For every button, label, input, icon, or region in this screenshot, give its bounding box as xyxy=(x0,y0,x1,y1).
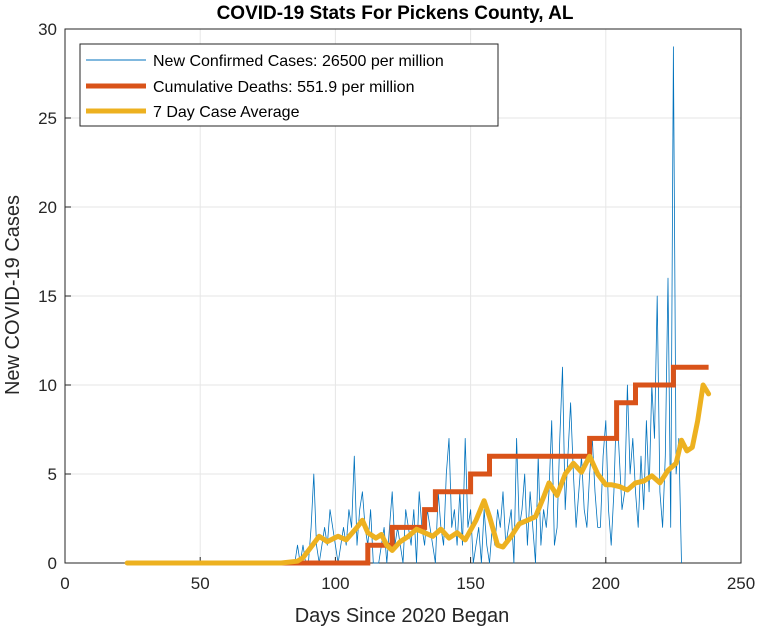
y-tick-label: 30 xyxy=(38,20,57,39)
x-tick-label: 100 xyxy=(321,574,349,593)
y-tick-label: 0 xyxy=(48,554,57,573)
ticks: 0 50 100 150 200 250 0 5 10 15 20 25 30 xyxy=(38,20,755,593)
legend: New Confirmed Cases: 26500 per million C… xyxy=(79,43,499,127)
y-tick-label: 25 xyxy=(38,109,57,128)
x-axis-label: Days Since 2020 Began xyxy=(295,605,510,627)
x-tick-label: 200 xyxy=(592,574,620,593)
y-tick-label: 5 xyxy=(48,465,57,484)
y-tick-label: 10 xyxy=(38,376,57,395)
legend-label-new-cases: New Confirmed Cases: 26500 per million xyxy=(153,53,444,70)
legend-label-cumulative-deaths: Cumulative Deaths: 551.9 per million xyxy=(153,79,414,96)
series-line-cumulative-deaths xyxy=(127,364,709,566)
y-tick-label: 20 xyxy=(38,198,57,217)
legend-box xyxy=(79,43,499,127)
series xyxy=(124,46,712,566)
y-axis-label: New COVID-19 Cases xyxy=(2,195,24,395)
series-line-7-day-average xyxy=(124,382,712,566)
chart-title: COVID-19 Stats For Pickens County, AL xyxy=(217,3,574,24)
x-tick-label: 50 xyxy=(191,574,210,593)
x-tick-label: 0 xyxy=(60,574,69,593)
x-tick-label: 250 xyxy=(727,574,755,593)
legend-label-7-day-average: 7 Day Case Average xyxy=(153,104,300,121)
x-tick-label: 150 xyxy=(456,574,484,593)
y-tick-label: 15 xyxy=(38,287,57,306)
